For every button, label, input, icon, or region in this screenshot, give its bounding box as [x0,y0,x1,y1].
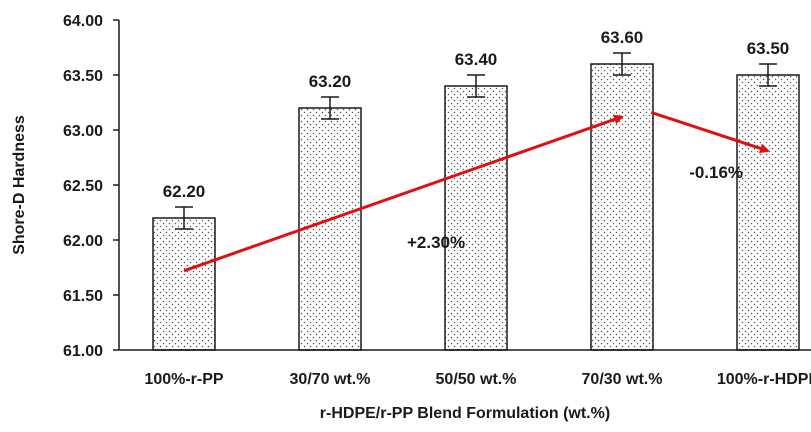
data-label-2: 63.20 [309,72,352,91]
bar-1 [152,217,216,351]
trend-arrow-1 [183,114,624,273]
trend-label-1: +2.30% [407,233,465,252]
annotations-layer: +2.30% -0.16% [183,110,770,273]
trend-arrow-2 [650,110,770,154]
x-tick-label-4: 70/30 wt.% [582,371,663,388]
error-bar-1 [175,206,193,230]
data-label-3: 63.40 [455,50,498,69]
y-tick-label-4: 62.50 [63,178,103,195]
x-tick-label-1: 100%-r-PP [144,371,223,388]
bar-5 [736,74,800,351]
y-tick-label-2: 61.50 [63,288,103,305]
y-tick-label-3: 62.00 [63,233,103,250]
errorbars-layer [175,52,777,230]
bar-3 [444,85,508,351]
data-label-1: 62.20 [163,182,206,201]
data-label-5: 63.50 [747,39,790,58]
x-tick-label-3: 50/50 wt.% [436,371,517,388]
y-tick-label-1: 61.00 [63,343,103,360]
bars-layer [152,63,800,351]
bar-2 [298,107,362,351]
y-axis-title: Shore-D Hardness [11,115,28,255]
y-tick-label-5: 63.00 [63,123,103,140]
x-ticks-layer: 100%-r-PP 30/70 wt.% 50/50 wt.% 70/30 wt.% 1… [144,371,811,388]
x-axis-title: r-HDPE/r-PP Blend Formulation (wt.%) [320,405,610,422]
x-tick-label-2: 30/70 wt.% [290,371,371,388]
y-ticks-layer: 61.00 61.50 62.00 62.50 63.00 63.50 64.00 [63,13,119,360]
error-bar-3 [467,74,485,98]
error-bar-5 [759,63,777,87]
data-label-4: 63.60 [601,28,644,47]
error-bar-2 [321,96,339,120]
x-tick-label-5: 100%-r-HDPE [717,371,811,388]
y-tick-label-6: 63.50 [63,68,103,85]
y-tick-label-7: 64.00 [63,13,103,30]
data-labels-layer: 62.20 63.20 63.40 63.60 63.50 [163,28,790,201]
trend-label-2: -0.16% [689,163,743,182]
bar-4 [590,63,654,351]
error-bar-4 [613,52,631,76]
